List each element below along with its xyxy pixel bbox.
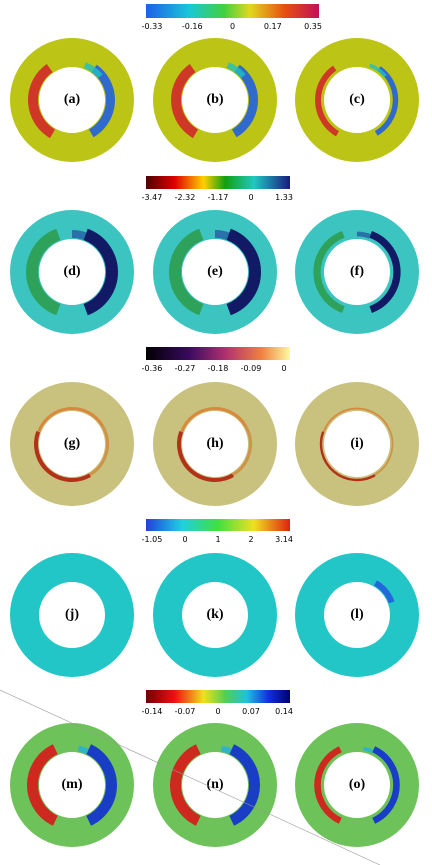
contour-band bbox=[373, 580, 395, 604]
contour-band bbox=[363, 746, 374, 754]
contour-band bbox=[374, 425, 394, 476]
contour-band bbox=[28, 63, 56, 139]
inner-cylinder bbox=[324, 752, 390, 818]
inner-cylinder bbox=[39, 582, 105, 648]
contour-band bbox=[356, 231, 371, 239]
inner-cylinder bbox=[324, 239, 390, 305]
contour-band bbox=[170, 744, 201, 826]
contour-band bbox=[37, 407, 105, 433]
inner-cylinder bbox=[324, 67, 390, 133]
panel-label: (i) bbox=[350, 436, 364, 451]
panel-label: (e) bbox=[207, 264, 223, 279]
panel-label: (c) bbox=[349, 92, 365, 107]
colorbar-tick-label: 0 bbox=[215, 707, 220, 716]
colorbar-tick-label: -1.17 bbox=[208, 193, 229, 202]
colorbar-tick-label: 0.17 bbox=[264, 22, 282, 31]
panel-label: (l) bbox=[350, 607, 364, 622]
panel-label: (m) bbox=[62, 777, 83, 792]
colorbar-tick-label: 0.35 bbox=[304, 22, 322, 31]
panel-label: (h) bbox=[206, 436, 223, 451]
contour-band bbox=[177, 431, 234, 482]
contour-band bbox=[220, 745, 232, 755]
contour-band bbox=[34, 431, 91, 482]
contour-band bbox=[71, 230, 87, 241]
colorbar-tick-label: -1.05 bbox=[142, 535, 163, 544]
colorbar-tick-label: -0.07 bbox=[175, 707, 196, 716]
panel-label: (o) bbox=[349, 777, 366, 792]
contour-band bbox=[88, 425, 109, 477]
inner-cylinder bbox=[39, 752, 105, 818]
inner-cylinder bbox=[182, 411, 248, 477]
colorbar-tick-label: 0 bbox=[281, 364, 286, 373]
colorbar-tick-label: 0.07 bbox=[242, 707, 260, 716]
contour-band bbox=[313, 231, 345, 313]
colorbar-tick-label: 0.14 bbox=[275, 707, 293, 716]
colorbar-tick-label: 1.33 bbox=[275, 193, 293, 202]
colorbar bbox=[146, 176, 290, 189]
colorbar-tick-label: 0 bbox=[248, 193, 253, 202]
panel-label: (d) bbox=[63, 264, 80, 279]
inner-cylinder bbox=[182, 582, 248, 648]
contour-band bbox=[231, 425, 252, 477]
contour-band bbox=[226, 228, 261, 316]
contour-band bbox=[169, 228, 204, 316]
contour-band bbox=[26, 228, 61, 316]
colorbar-tick-label: -3.47 bbox=[142, 193, 163, 202]
contour-band bbox=[171, 63, 199, 139]
artifact-line bbox=[0, 689, 381, 865]
colorbar-tick-label: 2 bbox=[248, 535, 253, 544]
colorbar-tick-label: -0.16 bbox=[182, 22, 203, 31]
inner-cylinder bbox=[39, 67, 105, 133]
contour-band bbox=[322, 407, 389, 433]
panel-label: (k) bbox=[206, 607, 223, 622]
contour-band bbox=[369, 231, 401, 313]
colorbar bbox=[146, 347, 290, 360]
contour-band bbox=[27, 744, 58, 826]
panel-label: (j) bbox=[65, 607, 79, 622]
inner-cylinder bbox=[182, 67, 248, 133]
colorbar bbox=[146, 4, 319, 18]
contour-band bbox=[77, 745, 89, 755]
inner-cylinder bbox=[39, 239, 105, 305]
colorbar-tick-label: -0.27 bbox=[175, 364, 196, 373]
contour-band bbox=[83, 228, 118, 316]
contour-band bbox=[314, 746, 342, 824]
contour-band bbox=[319, 431, 376, 482]
panel-label: (g) bbox=[64, 436, 81, 451]
contour-band bbox=[83, 62, 103, 79]
contour-band bbox=[214, 230, 230, 241]
panel-label: (a) bbox=[64, 92, 81, 107]
inner-cylinder bbox=[324, 582, 390, 648]
inner-cylinder bbox=[182, 752, 248, 818]
colorbar bbox=[146, 690, 290, 703]
colorbar-tick-label: -0.09 bbox=[241, 364, 262, 373]
colorbar-tick-label: -0.33 bbox=[142, 22, 163, 31]
contour-band bbox=[229, 744, 260, 826]
inner-cylinder bbox=[39, 411, 105, 477]
colorbar-tick-label: -2.32 bbox=[175, 193, 196, 202]
contour-band bbox=[226, 62, 246, 79]
contour-band bbox=[180, 407, 248, 433]
colorbar-tick-label: -0.18 bbox=[208, 364, 229, 373]
inner-cylinder bbox=[324, 411, 390, 477]
contour-band bbox=[315, 65, 340, 137]
colorbar-tick-label: -0.14 bbox=[142, 707, 163, 716]
panel-label: (n) bbox=[206, 777, 223, 792]
colorbar-tick-label: 0 bbox=[230, 22, 235, 31]
panel-label: (b) bbox=[206, 92, 223, 107]
colorbar-tick-label: 1 bbox=[215, 535, 220, 544]
panel-label: (f) bbox=[350, 264, 364, 279]
contour-band bbox=[372, 746, 400, 824]
contour-band bbox=[368, 63, 387, 78]
contour-band bbox=[86, 744, 117, 826]
inner-cylinder bbox=[182, 239, 248, 305]
colorbar-tick-label: -0.36 bbox=[142, 364, 163, 373]
colorbar-tick-label: 3.14 bbox=[275, 535, 293, 544]
colorbar-tick-label: 0 bbox=[182, 535, 187, 544]
colorbar bbox=[146, 519, 290, 531]
